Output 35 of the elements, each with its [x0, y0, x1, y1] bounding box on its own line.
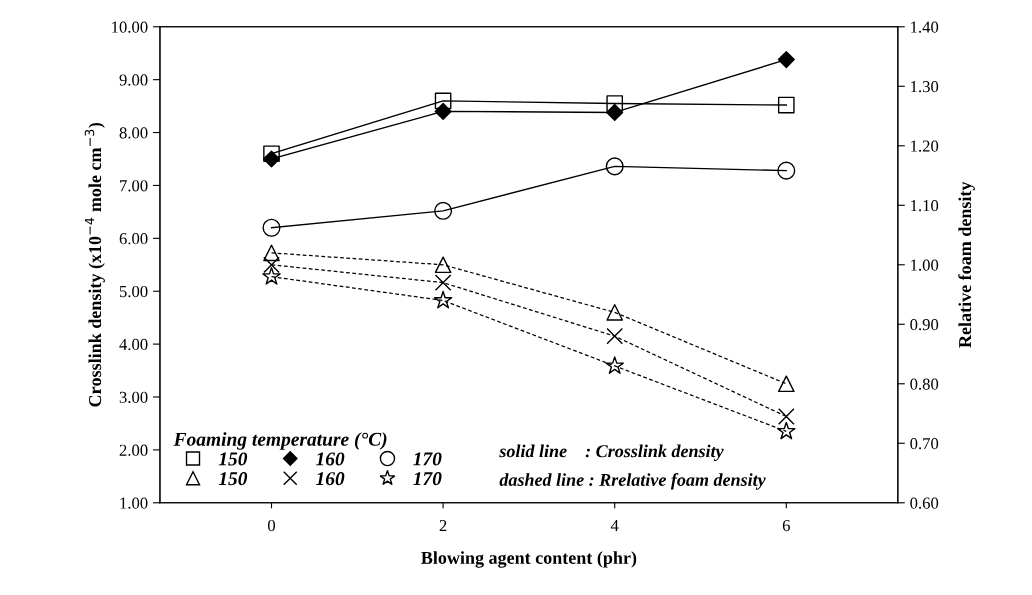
y-tick-label: 9.00 — [119, 74, 148, 86]
y2-tick-label: 1.00 — [911, 259, 939, 271]
y-tick-label: 1.00 — [120, 497, 148, 509]
legend-label: 150 — [218, 452, 248, 466]
y2-tick-label: 1.20 — [911, 140, 939, 152]
y-tick-label: 4.00 — [119, 338, 148, 351]
legend-title: Foaming temperature (°C) — [173, 432, 387, 450]
y-tick-label: 3.00 — [119, 391, 148, 404]
legend-label: 150 — [218, 472, 248, 486]
y2-axis-title: Relative foam density — [958, 181, 975, 348]
x-tick-label: 0 — [267, 519, 276, 532]
legend-label: 160 — [315, 472, 345, 486]
y2-tick-label: 1.40 — [911, 21, 939, 33]
annotation: solid line : Crosslink density — [499, 444, 724, 462]
legend-label: 160 — [315, 452, 345, 466]
x-axis-title: Blowing agent content (phr) — [421, 551, 637, 568]
y2-tick-label: 0.80 — [910, 378, 939, 390]
x-tick-label: 6 — [782, 519, 790, 532]
legend-label: 170 — [413, 452, 442, 466]
y2-tick-label: 0.60 — [910, 497, 939, 509]
y-tick-label: 5.00 — [119, 285, 148, 298]
y2-tick-label: 1.10 — [911, 199, 939, 212]
annotation: dashed line : Rrelative foam density — [499, 473, 766, 490]
y2-tick-label: 0.70 — [910, 437, 939, 450]
y-axis-title: Crosslink density (x10$^{−4}$ mole cm$^{−3}$) — [84, 122, 105, 407]
y2-tick-label: 1.30 — [911, 80, 939, 93]
y-tick-label: 10.00 — [112, 21, 148, 33]
y-tick-label: 7.00 — [120, 180, 148, 192]
y-tick-label: 6.00 — [119, 233, 148, 245]
y-tick-label: 8.00 — [119, 127, 148, 139]
x-tick-label: 2 — [439, 519, 447, 532]
y2-tick-label: 0.90 — [910, 318, 939, 331]
y-tick-label: 2.00 — [119, 444, 148, 456]
x-tick-label: 4 — [610, 520, 619, 532]
legend-label: 170 — [413, 472, 442, 486]
